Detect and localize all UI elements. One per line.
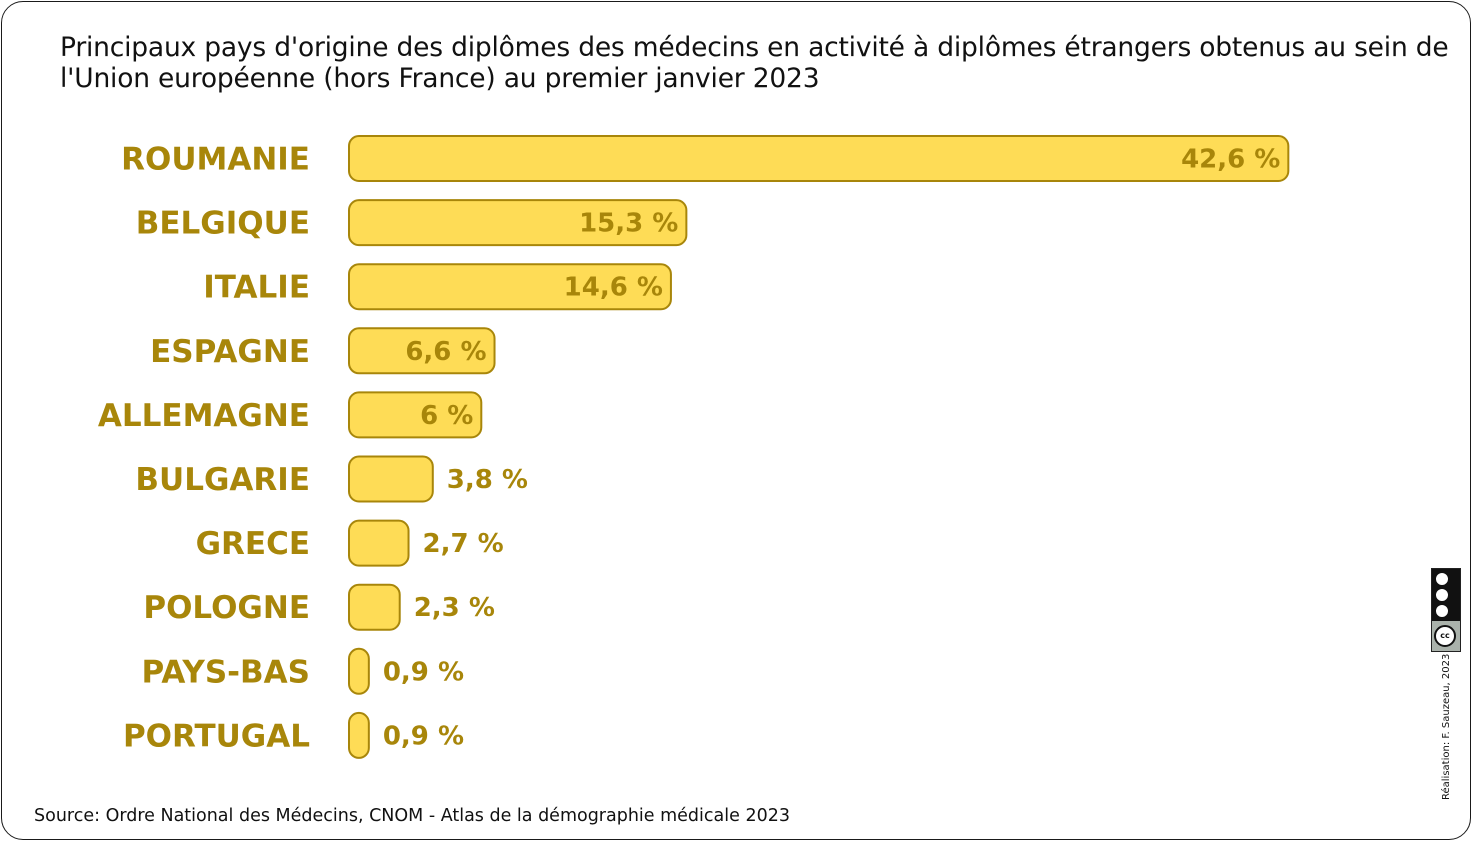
author-credit: Réalisation: F. Sauzeau, 2023 (1441, 653, 1452, 800)
value-label-portugal: 0,9 % (383, 721, 464, 751)
bar-grece (348, 519, 410, 567)
bar-espagne (348, 327, 496, 375)
category-label-italie: ITALIE (203, 270, 310, 306)
bar-pays-bas (348, 647, 370, 695)
chart-title: Principaux pays d'origine des diplômes d… (60, 32, 1449, 94)
source-note: Source: Ordre National des Médecins, CNO… (34, 806, 790, 826)
category-label-roumanie: ROUMANIE (121, 142, 310, 178)
value-label-italie: 14,6 % (564, 273, 663, 303)
value-label-roumanie: 42,6 % (1181, 145, 1280, 175)
bar-portugal (348, 711, 370, 759)
bar-allemagne (348, 391, 483, 439)
category-label-portugal: PORTUGAL (123, 718, 310, 754)
bar-belgique (348, 199, 688, 247)
value-label-pays-bas: 0,9 % (383, 657, 464, 687)
value-label-espagne: 6,6 % (405, 337, 486, 367)
category-label-bulgarie: BULGARIE (135, 462, 310, 498)
value-label-belgique: 15,3 % (579, 209, 678, 239)
by-icon (1435, 604, 1449, 618)
cc-icon: cc (1434, 625, 1456, 647)
nc-icon (1435, 588, 1449, 602)
value-label-pologne: 2,3 % (414, 593, 495, 623)
category-label-espagne: ESPAGNE (150, 334, 310, 370)
category-label-allemagne: ALLEMAGNE (98, 398, 310, 434)
category-label-pays-bas: PAYS-BAS (142, 654, 311, 690)
bar-bulgarie (348, 455, 434, 503)
value-label-bulgarie: 3,8 % (447, 465, 528, 495)
bar-roumanie (348, 135, 1290, 182)
bar-pologne (348, 583, 401, 631)
value-label-grece: 2,7 % (423, 529, 504, 559)
category-label-grece: GRECE (196, 526, 310, 562)
category-label-belgique: BELGIQUE (136, 206, 310, 242)
cc-by-nc-sa-icon: cc (1431, 568, 1461, 652)
bar-italie (348, 263, 672, 311)
category-label-pologne: POLOGNE (143, 590, 310, 626)
sa-icon (1435, 572, 1449, 586)
value-label-allemagne: 6 % (420, 401, 473, 431)
